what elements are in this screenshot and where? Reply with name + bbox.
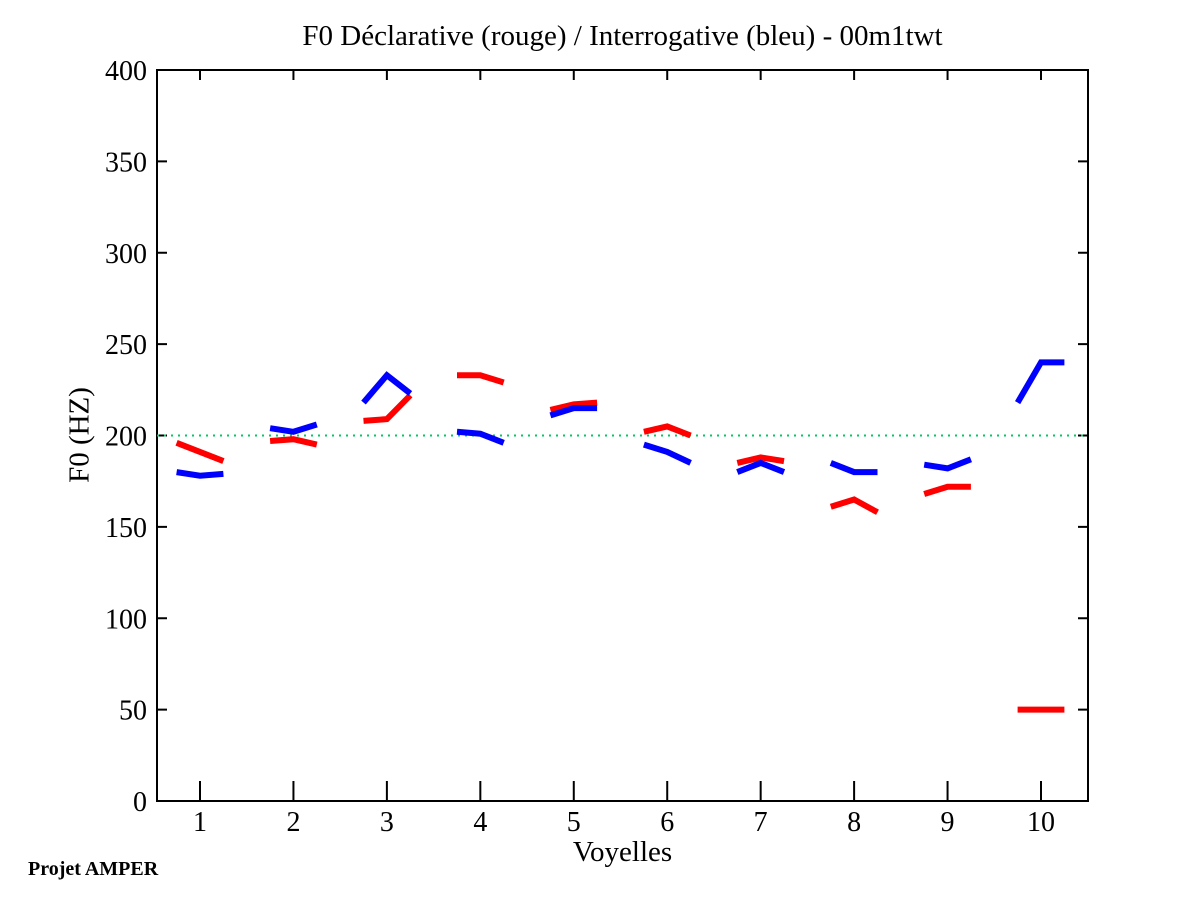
y-tick-label: 350 <box>105 147 147 178</box>
x-axis-label: Voyelles <box>572 836 673 868</box>
series-interrogative-vowel-7 <box>736 459 786 475</box>
series-interrogative-vowel-10 <box>1015 359 1065 405</box>
chart-title: F0 Déclarative (rouge) / Interrogative (… <box>302 20 943 52</box>
series-interrogative-vowel-6 <box>643 441 692 466</box>
y-tick-label: 100 <box>105 604 147 635</box>
series-declarative-vowel-8 <box>829 496 879 515</box>
series-declarative-vowel-5 <box>549 399 598 413</box>
x-tick-label: 6 <box>660 807 674 838</box>
x-tick-label: 9 <box>941 807 955 838</box>
x-tick-label: 4 <box>473 807 487 838</box>
x-tick-label: 5 <box>567 807 581 838</box>
x-tick-label: 7 <box>754 807 768 838</box>
y-tick-label: 200 <box>105 422 147 453</box>
series-interrogative-vowel-4 <box>456 428 505 446</box>
y-tick-label: 300 <box>105 239 147 270</box>
series-declarative-vowel-7 <box>736 454 785 466</box>
series-interrogative-vowel-5 <box>549 405 598 419</box>
series-interrogative-vowel-1 <box>176 469 224 479</box>
project-label: Projet AMPER <box>28 858 159 880</box>
series-interrogative-vowel-9 <box>923 456 972 472</box>
series-interrogative-vowel-8 <box>829 460 878 476</box>
y-tick-label: 0 <box>133 787 147 818</box>
x-tick-label: 1 <box>193 807 207 838</box>
x-tick-label: 10 <box>1027 807 1055 838</box>
y-tick-label: 150 <box>105 513 147 544</box>
x-tick-label: 3 <box>380 807 394 838</box>
series-declarative-vowel-6 <box>643 423 692 439</box>
y-tick-label: 50 <box>119 696 147 727</box>
series-declarative-vowel-3 <box>363 393 413 424</box>
x-tick-label: 8 <box>847 807 861 838</box>
series-interrogative-vowel-3 <box>361 371 413 405</box>
y-tick-label: 400 <box>105 56 147 87</box>
series-declarative-vowel-9 <box>923 483 971 497</box>
series-declarative-vowel-1 <box>175 440 225 464</box>
series-declarative-vowel-4 <box>457 372 505 386</box>
y-tick-label: 250 <box>105 330 147 361</box>
x-tick-label: 2 <box>286 807 300 838</box>
series-interrogative-vowel-2 <box>269 421 318 435</box>
series-declarative-vowel-2 <box>269 436 318 448</box>
